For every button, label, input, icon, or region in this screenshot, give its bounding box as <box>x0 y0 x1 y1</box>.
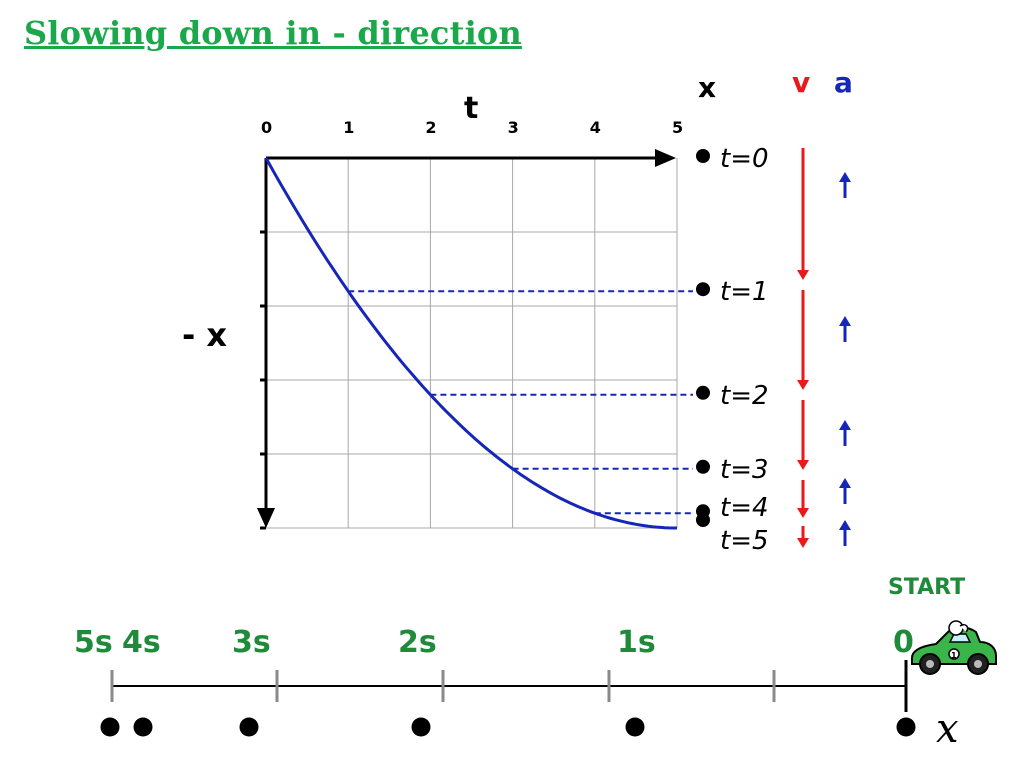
number-line-label: 0 <box>893 625 914 660</box>
v-column-header: v <box>792 66 810 99</box>
x-axis-label: - x <box>182 316 227 354</box>
projection-lines <box>348 290 693 515</box>
number-line-labels: 5s 4s 3s 2s 1s 0 <box>74 625 914 660</box>
velocity-arrowhead <box>797 460 809 470</box>
position-dot <box>696 149 710 163</box>
t-tick-label: 5 <box>672 118 683 137</box>
number-line-label: 3s <box>232 625 271 660</box>
number-line-label: 5s <box>74 625 113 660</box>
start-label: START <box>888 575 965 600</box>
time-label: t=3 <box>720 455 769 485</box>
t-axis-arrowhead <box>655 149 676 167</box>
number-line-label: 1s <box>617 625 656 660</box>
position-dot <box>696 385 710 400</box>
time-label: t=2 <box>720 381 769 411</box>
velocity-arrowhead <box>797 270 809 280</box>
velocity-arrowhead <box>797 508 809 518</box>
page-title: Slowing down in - direction <box>24 14 522 52</box>
number-line-dot <box>625 717 645 737</box>
time-label: t=0 <box>720 144 769 174</box>
x-axis-arrowhead <box>257 508 275 528</box>
velocity-arrowhead <box>797 380 809 390</box>
position-dot <box>696 459 710 474</box>
acceleration-arrowhead <box>839 316 851 326</box>
t-tick-label: 2 <box>425 118 436 137</box>
t-tick-label: 0 <box>261 118 272 137</box>
x-column-header: x <box>698 71 716 104</box>
acceleration-arrowhead <box>839 420 851 430</box>
acceleration-arrowhead <box>839 478 851 488</box>
number-line-dot <box>133 717 153 737</box>
time-label: t=1 <box>720 277 769 307</box>
velocity-arrows <box>797 148 809 548</box>
x-axis-symbol: x <box>936 706 959 752</box>
position-dot <box>696 513 710 527</box>
number-line-dot <box>239 717 259 737</box>
x-axis-ticks <box>260 230 266 530</box>
time-label: t=5 <box>720 526 769 556</box>
graph-grid <box>266 158 678 529</box>
number-line-ticks <box>110 660 908 712</box>
time-label: t=4 <box>720 493 769 523</box>
number-line-dots <box>100 717 916 737</box>
number-line-dot <box>896 717 916 737</box>
t-tick-labels: 0 1 2 3 4 5 <box>261 118 683 137</box>
velocity-arrowhead <box>797 538 809 548</box>
position-dots: t=0 t=1 t=2 t=3 t=4t=5 <box>696 144 769 556</box>
acceleration-arrowhead <box>839 520 851 530</box>
t-tick-label: 1 <box>343 118 354 137</box>
acceleration-arrows <box>839 172 851 546</box>
number-line-label: 4s <box>122 625 161 660</box>
acceleration-arrowhead <box>839 172 851 182</box>
t-tick-label: 3 <box>508 118 519 137</box>
t-tick-label: 4 <box>590 118 601 137</box>
position-curve <box>264 157 677 530</box>
a-column-header: a <box>834 66 853 99</box>
number-line-dot <box>100 717 120 737</box>
t-axis-label: t <box>464 91 478 126</box>
svg-text:1: 1 <box>951 651 957 660</box>
number-line-dot <box>411 717 431 737</box>
race-car-icon: 1 <box>911 620 997 675</box>
position-dot <box>696 282 710 297</box>
number-line-label: 2s <box>398 625 437 660</box>
